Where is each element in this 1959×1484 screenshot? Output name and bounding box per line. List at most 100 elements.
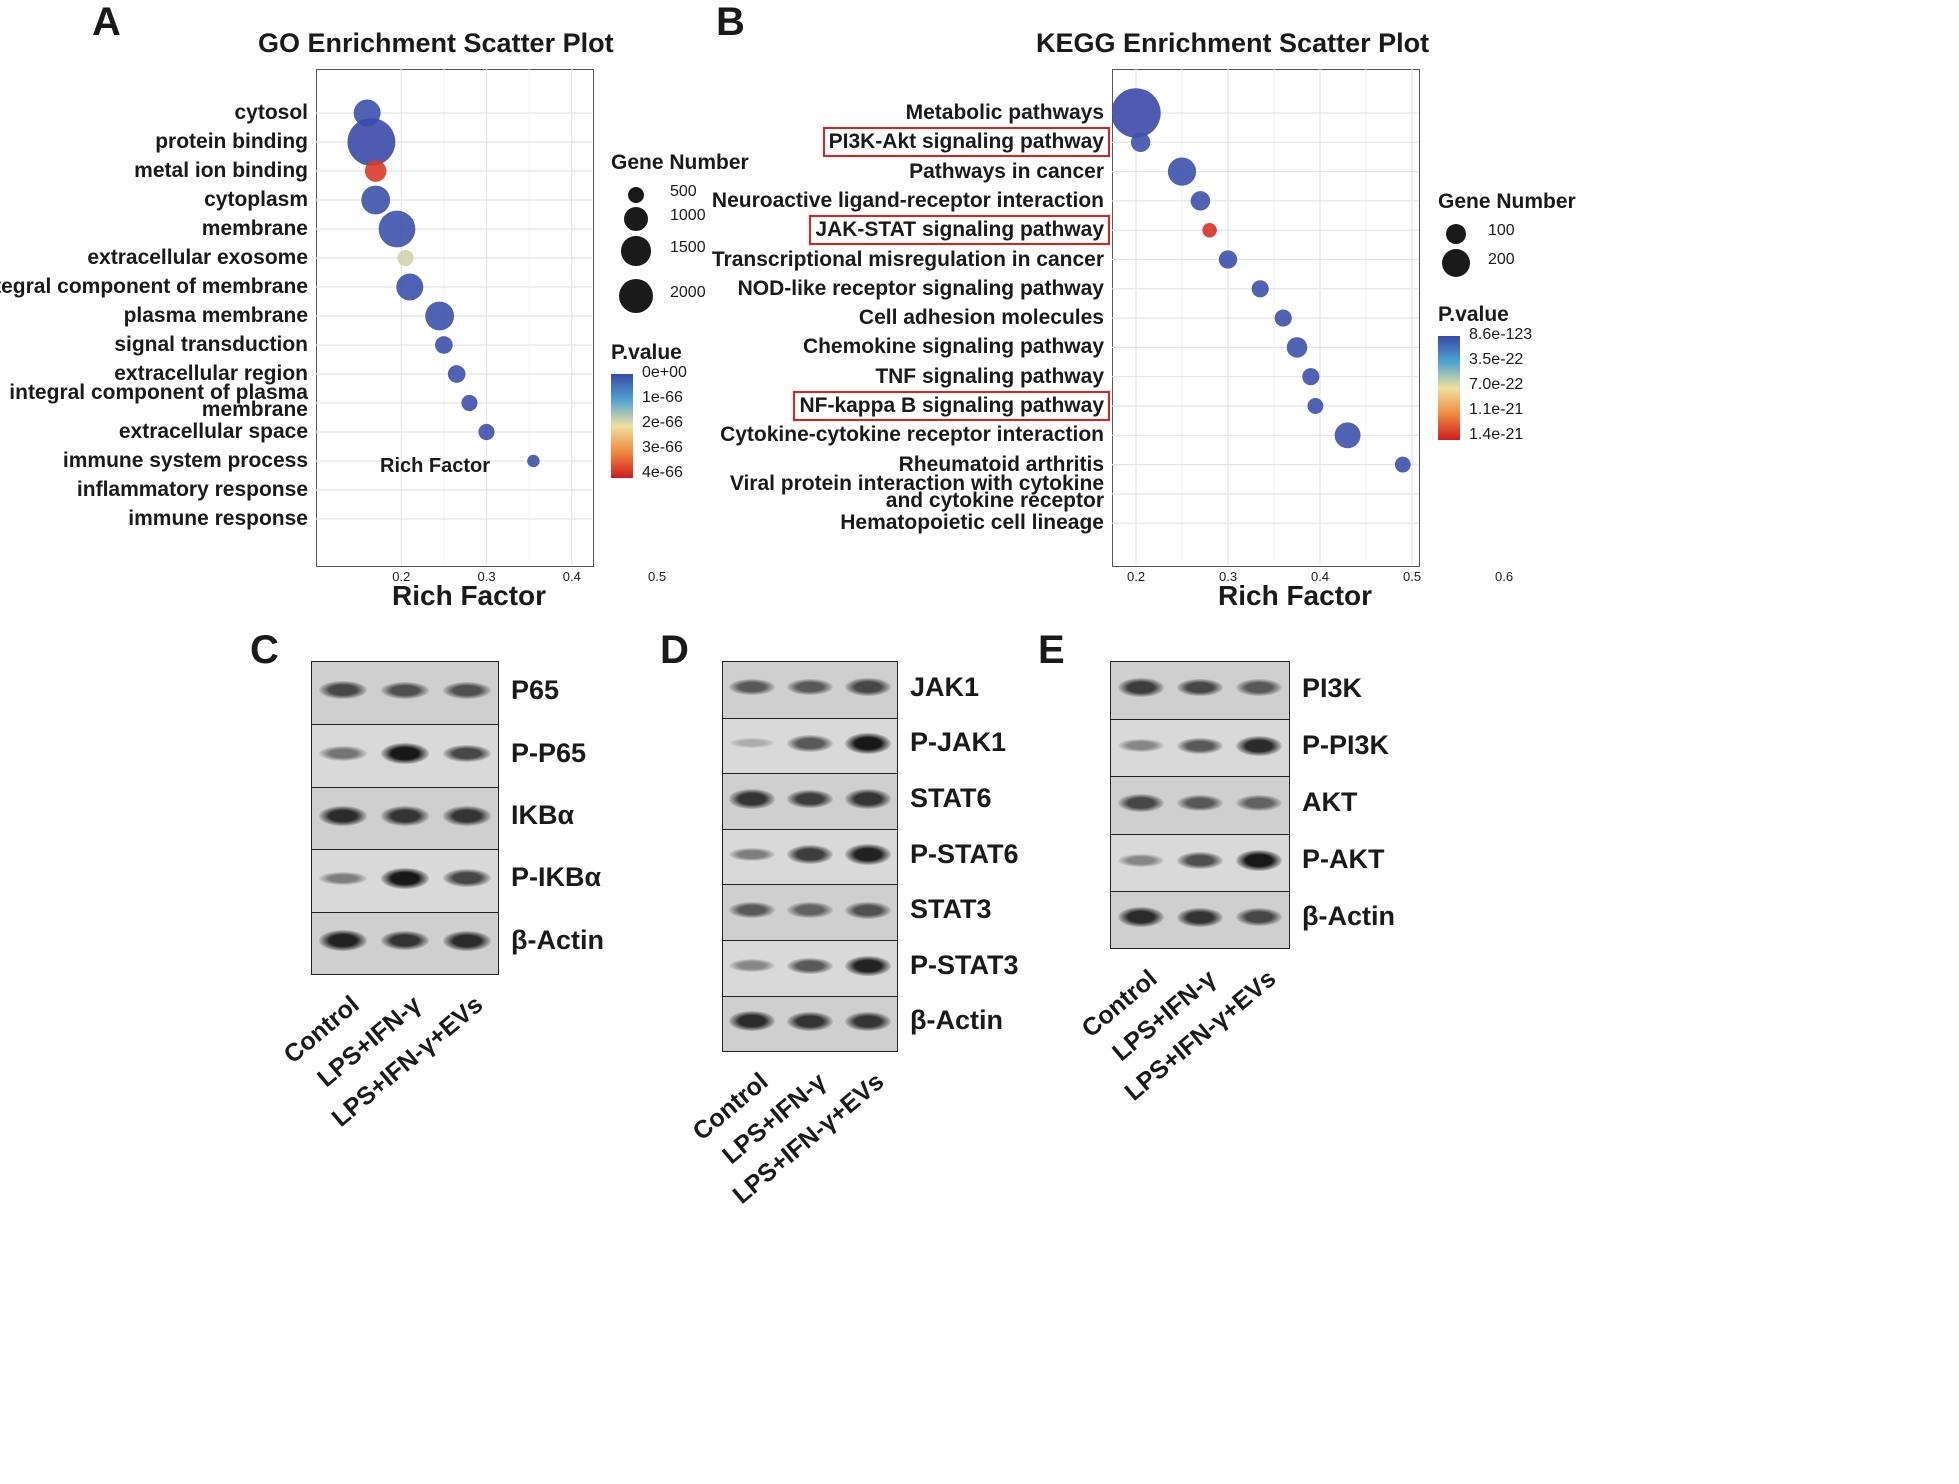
size-legend-label: 2000 (670, 284, 706, 301)
size-legend-dot (627, 186, 645, 204)
data-point (1202, 222, 1217, 238)
category-label: immune response (128, 507, 308, 530)
blot-band (380, 806, 430, 826)
color-legend-tick: 0e+00 (642, 364, 687, 381)
highlight-box (822, 127, 1110, 158)
blot-band (1176, 851, 1224, 869)
category-label: Chemokine signaling pathway (802, 335, 1104, 359)
blot-band (729, 789, 775, 809)
blot-band (787, 902, 833, 919)
blot-band (380, 681, 430, 699)
blot-band (1117, 794, 1164, 812)
blot-band (1236, 795, 1283, 811)
data-point (1130, 132, 1151, 153)
data-point (364, 160, 387, 182)
data-point (435, 336, 453, 354)
category-label: Cytokine-cytokine receptor interaction (720, 423, 1104, 447)
category-label: extracellular space (118, 420, 308, 443)
category-label: Transcriptional misregulation in cancer (711, 247, 1104, 271)
blot-band (845, 955, 891, 977)
color-legend-tick: 1e-66 (642, 388, 683, 406)
category-label: Metabolic pathways (905, 101, 1104, 124)
size-legend-label: 1000 (670, 207, 706, 224)
x-tick-label: 0.5 (1403, 569, 1422, 584)
category-label: protein binding (155, 130, 308, 153)
blot-band (1176, 907, 1224, 927)
category-label: membrane (201, 217, 308, 240)
color-legend-tick: 8.6e-123 (1469, 326, 1533, 343)
blot-band (1117, 853, 1164, 867)
blot-frame (1110, 661, 1290, 949)
size-legend-label: 100 (1488, 222, 1515, 239)
data-point (1251, 280, 1269, 298)
data-point (461, 394, 478, 412)
x-tick-label: 0.3 (477, 569, 496, 584)
data-point (347, 118, 396, 166)
blot-row (1111, 890, 1289, 948)
data-point (396, 273, 424, 301)
data-point (425, 301, 455, 331)
panel-letter-b: B (716, 0, 745, 44)
category-label: Pathways in cancer (909, 159, 1104, 183)
blot-band (1117, 678, 1164, 697)
color-legend-tick: 1.1e-21 (1469, 400, 1524, 418)
blot-band (442, 806, 492, 826)
blot-label: AKT (1302, 787, 1358, 817)
blot-band (845, 1011, 891, 1031)
data-point (478, 423, 495, 441)
blot-row (723, 940, 897, 997)
category-label: extracellular region (114, 362, 308, 385)
category-label: cytoplasm (204, 188, 308, 211)
x-tick-label: 0.4 (1311, 569, 1330, 584)
size-legend-dot (1441, 248, 1471, 278)
panel-letter-e: E (1038, 628, 1065, 672)
blot-band (380, 931, 430, 951)
panel-letter-a: A (92, 0, 121, 44)
blot-row (723, 828, 897, 886)
x-tick-label: 0.2 (1127, 569, 1146, 584)
blot-band (1236, 679, 1283, 696)
blot-row (723, 717, 897, 775)
highlight-box (793, 391, 1110, 421)
category-label: plasma membrane (123, 304, 308, 327)
blot-band (787, 789, 833, 809)
blot-band (729, 678, 775, 695)
size-legend-label: 500 (670, 183, 697, 200)
blot-band (1117, 739, 1164, 753)
blot-band (442, 681, 492, 699)
blot-band (845, 789, 891, 809)
blot-band (1176, 678, 1224, 697)
panel-letter-c: C (250, 628, 279, 672)
category-label-line: Viral protein interaction with cytokine (729, 471, 1104, 495)
blot-band (787, 678, 833, 695)
blot-row (1111, 662, 1289, 720)
blot-band (442, 869, 492, 888)
blot-band (1176, 737, 1224, 754)
category-label: metal ion binding (134, 159, 308, 182)
blot-row (312, 662, 498, 725)
blot-row (1111, 833, 1289, 892)
category-label: integral component of plasma membrane (9, 382, 308, 420)
go-size-legend-title: Gene Number (611, 151, 749, 174)
blot-label: P65 (511, 675, 560, 706)
kegg-plot-area (1112, 69, 1418, 565)
blot-band (845, 732, 891, 755)
data-point (1307, 398, 1324, 414)
blot-label: STAT3 (910, 894, 992, 925)
category-label: extracellular exosome (87, 246, 308, 269)
blot-label: IKBα (511, 800, 575, 830)
blot-row (312, 911, 498, 974)
data-point (527, 454, 540, 468)
data-point (361, 185, 391, 215)
blot-label: P-STAT3 (910, 949, 1019, 980)
blot-label: P-STAT6 (910, 838, 1019, 869)
blot-band (787, 845, 833, 864)
category-label: Hematopoietic cell lineage (840, 511, 1104, 535)
blot-row (312, 786, 498, 851)
data-point (378, 210, 416, 248)
blot-band (318, 681, 368, 700)
size-legend-label: 1500 (670, 239, 706, 256)
blot-band (729, 738, 775, 749)
x-tick-label: 0.4 (562, 569, 581, 584)
category-label: inflammatory response (76, 478, 308, 501)
